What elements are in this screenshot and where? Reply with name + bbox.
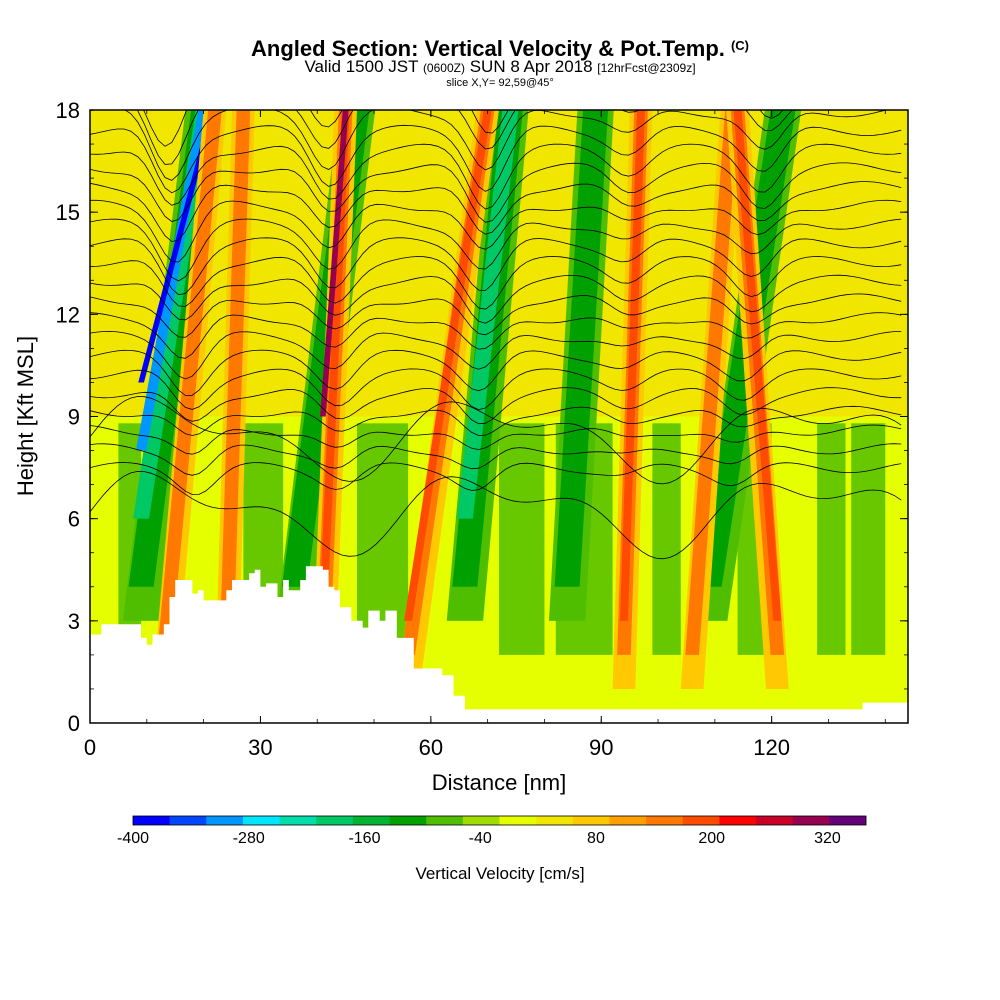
colorbar-tick-label: -400 (117, 830, 149, 847)
colorbar-swatch (389, 816, 427, 825)
colorbar-swatch (499, 816, 537, 825)
colorbar-swatch (646, 816, 684, 825)
colorbar-tick-label: -160 (348, 830, 380, 847)
potential-temperature-contours (90, 110, 902, 560)
colorbar-swatch (242, 816, 280, 825)
theta-contour (90, 181, 902, 242)
x-tick-label: 0 (84, 735, 96, 760)
colorbar-swatch (169, 816, 207, 825)
theta-contour (90, 124, 902, 194)
colorbar-swatch (316, 816, 354, 825)
axes: 0 30 60 90 120 0 3 6 9 12 15 18 (56, 98, 908, 760)
x-tick-label: 90 (589, 735, 613, 760)
x-axis-label: Distance [nm] (432, 770, 567, 795)
chart-title-text: Angled Section: Vertical Velocity & Pot.… (251, 36, 725, 61)
theta-contour (90, 199, 902, 263)
valid-time: Valid 1500 JST (304, 57, 419, 76)
colorbar-swatch (572, 816, 610, 825)
theta-contour (90, 293, 902, 338)
valid-utc: (0600Z) (422, 61, 465, 75)
theta-contour (90, 349, 902, 396)
theta-contour (90, 387, 902, 425)
slice-label: slice X,Y= 92,59@45° (446, 77, 554, 89)
colorbar-tick-label: 80 (587, 830, 605, 847)
theta-contour (90, 143, 902, 210)
y-tick-label: 18 (56, 98, 80, 123)
theta-contour (90, 274, 902, 324)
x-tick-label: 30 (248, 735, 272, 760)
y-tick-label: 0 (68, 711, 80, 736)
valid-date: SUN 8 Apr 2018 (469, 57, 593, 76)
weak-downdraft-column (356, 423, 409, 655)
colorbar-swatch (206, 816, 244, 825)
colorbar-swatch (426, 816, 464, 825)
chart-title-unit: (C) (730, 38, 749, 53)
theta-contour (90, 237, 902, 296)
colorbar-tick-label: -40 (469, 830, 492, 847)
theta-contour (90, 218, 902, 282)
colorbar-label: Vertical Velocity [cm/s] (415, 864, 585, 883)
downdraft-core (133, 110, 212, 519)
updraft-mid (685, 110, 739, 655)
updraft-mid (219, 110, 251, 655)
y-tick-label: 3 (68, 609, 80, 634)
colorbar-frame (132, 815, 867, 826)
colorbar: -400 -280 -160 -40 80 200 320 (117, 815, 867, 847)
colorbar-swatch (829, 816, 867, 825)
theta-contour (90, 443, 902, 476)
colorbar-tick-label: 320 (814, 830, 841, 847)
updraft-core (318, 110, 350, 621)
theta-contour (143, 110, 784, 147)
theta-contour (90, 110, 889, 181)
downdraft-mid (554, 110, 609, 587)
weak-downdraft-column (851, 423, 886, 655)
chart-title: Angled Section: Vertical Velocity & Pot.… (0, 36, 1000, 62)
colorbar-swatch (279, 816, 317, 825)
colorbar-swatch (682, 816, 720, 825)
y-tick-label: 6 (68, 507, 80, 532)
updraft-mid (157, 110, 222, 655)
x-tick-label: 60 (419, 735, 443, 760)
y-axis-label: Height [Kft MSL] (13, 336, 38, 496)
theta-contour (90, 368, 902, 411)
y-tick-label: 15 (56, 200, 80, 225)
colorbar-tick-label: -280 (233, 830, 265, 847)
colorbar-swatch (609, 816, 647, 825)
weak-downdraft-column (652, 423, 681, 655)
downdraft-core (456, 110, 519, 519)
colorbar-swatch (462, 816, 500, 825)
theta-contour-low (90, 396, 902, 485)
weak-downdraft-column (499, 423, 545, 655)
updraft-peak (320, 110, 349, 417)
theta-contour (90, 162, 902, 223)
colorbar-swatch (792, 816, 830, 825)
theta-contour (90, 405, 902, 436)
y-tick-label: 12 (56, 302, 80, 327)
forecast-label: [12hrFcst@2309z] (597, 61, 696, 75)
colorbar-swatch (352, 816, 390, 825)
terrain (90, 566, 908, 723)
theta-contour (136, 110, 793, 165)
x-tick-label: 120 (753, 735, 790, 760)
updraft-core (733, 110, 782, 621)
updraft-core (404, 110, 492, 621)
chart-subtitle: Valid 1500 JST (0600Z) SUN 8 Apr 2018 [1… (0, 57, 1000, 77)
theta-contour (90, 256, 902, 310)
theta-contour (90, 424, 902, 455)
theta-contour (90, 462, 902, 495)
terrain-mask (90, 566, 908, 723)
colorbar-tick-label: 200 (698, 830, 725, 847)
theta-contour (90, 312, 902, 359)
theta-contour-low (90, 470, 902, 560)
colorbar-swatch (133, 816, 170, 825)
theta-contour (90, 330, 902, 380)
y-tick-label: 9 (68, 405, 80, 430)
colorbar-swatch (756, 816, 793, 825)
colorbar-swatch (719, 816, 757, 825)
weak-downdraft-column (817, 423, 846, 655)
colorbar-swatch (536, 816, 574, 825)
